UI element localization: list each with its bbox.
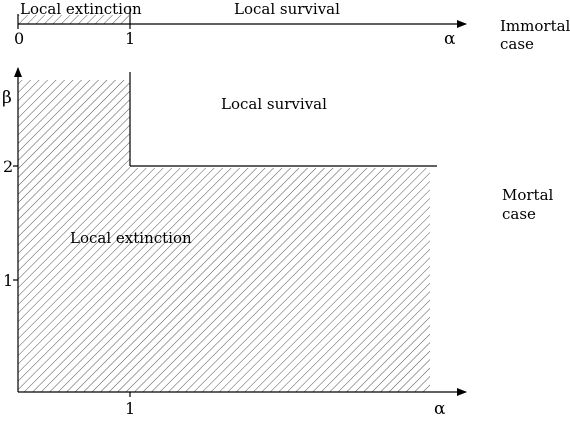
immortal-alpha-axis-label: α [444, 29, 456, 49]
immortal-case-label-line1: Immortal [500, 17, 570, 35]
mortal-case-diagram: β 2 1 1 α Local survival Local extinctio… [2, 67, 554, 419]
mortal-case-label-line1: Mortal [502, 186, 554, 204]
mortal-alpha-axis-label: α [434, 399, 446, 417]
mortal-y-tick-two-label: 2 [3, 157, 13, 176]
immortal-local-extinction-label: Local extinction [20, 0, 142, 18]
immortal-tick-one-label: 1 [125, 29, 135, 48]
immortal-case-label-line2: case [500, 35, 534, 53]
immortal-case-diagram: Local extinction Local survival 0 1 α Im… [14, 0, 570, 53]
mortal-beta-axis-label: β [2, 88, 12, 108]
mortal-local-extinction-label: Local extinction [70, 229, 192, 247]
immortal-extinction-hatch [18, 15, 129, 24]
mortal-local-survival-label: Local survival [221, 95, 327, 113]
mortal-x-tick-one-label: 1 [125, 399, 135, 417]
mortal-y-tick-one-label: 1 [3, 271, 13, 290]
immortal-tick-zero-label: 0 [14, 29, 24, 48]
immortal-local-survival-label: Local survival [234, 0, 340, 18]
mortal-case-label-line2: case [502, 205, 536, 223]
mortal-extinction-hatch [18, 80, 430, 392]
